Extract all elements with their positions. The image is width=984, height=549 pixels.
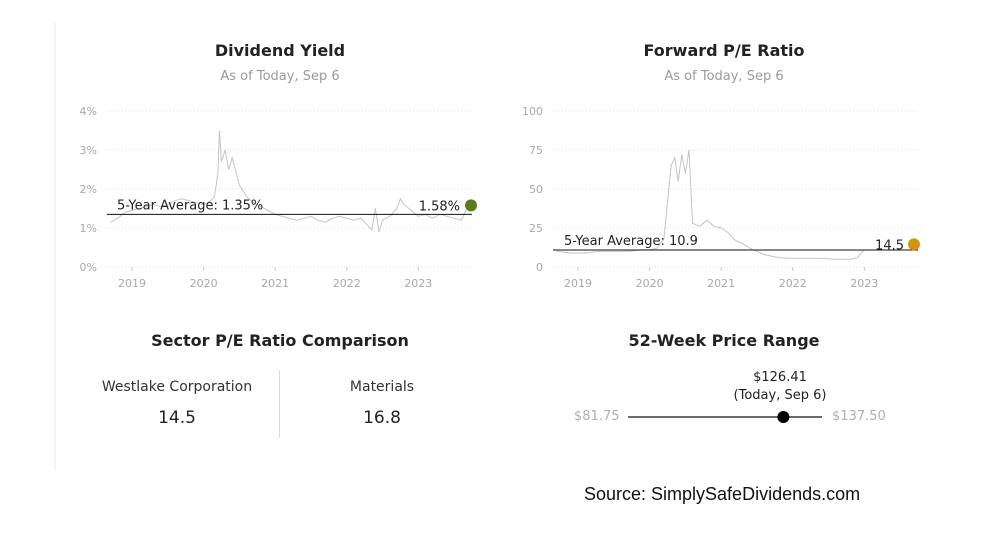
range-low: $81.75	[574, 409, 620, 424]
x-tick-label: 2019	[118, 277, 146, 290]
x-tick-label: 2021	[261, 277, 289, 290]
y-tick-label: 0	[536, 261, 543, 274]
sector-pe-value: 16.8	[363, 408, 401, 428]
x-tick-label: 2023	[850, 277, 878, 290]
range-high: $137.50	[832, 409, 886, 424]
dividend-yield-chart: 0% 1% 2% 3% 4% 2019 2020 2021 2022 2023 5-Year Ave…	[80, 105, 477, 290]
series-line	[556, 149, 865, 260]
average-label: 5-Year Average: 1.35%	[117, 198, 263, 213]
left-panel-edge	[54, 22, 56, 470]
current-price: $126.41	[753, 370, 807, 385]
source-note: Source: SimplySafeDividends.com	[584, 484, 861, 504]
y-tick-label: 1%	[80, 222, 97, 235]
current-price-note: (Today, Sep 6)	[733, 388, 827, 403]
x-tick-label: 2022	[779, 277, 807, 290]
current-value-dot	[908, 238, 920, 251]
y-tick-label: 4%	[80, 105, 97, 118]
sector-divider	[279, 370, 280, 438]
sector-comparison-title: Sector P/E Ratio Comparison	[151, 331, 409, 350]
x-tick-label: 2021	[707, 277, 735, 290]
y-tick-label: 3%	[80, 144, 97, 157]
current-price-label: $126.41 (Today, Sep 6)	[700, 369, 860, 405]
forward-pe-chart: 0 25 50 75 100 2019 2020 2021 2022 2023 5-Year Ave…	[522, 105, 920, 290]
average-label: 5-Year Average: 10.9	[564, 234, 698, 249]
company-pe-value: 14.5	[158, 408, 196, 428]
x-tick-label: 2020	[636, 277, 664, 290]
x-tick-label: 2020	[190, 277, 218, 290]
price-range-title: 52-Week Price Range	[628, 331, 820, 350]
y-tick-label: 75	[529, 144, 543, 157]
y-tick-label: 2%	[80, 183, 97, 196]
sector-label: Materials	[349, 379, 415, 395]
x-tick-label: 2019	[564, 277, 592, 290]
forward-pe-subtitle: As of Today, Sep 6	[664, 69, 784, 84]
current-value-label: 14.5	[875, 238, 904, 253]
x-tick-label: 2022	[333, 277, 361, 290]
y-tick-label: 25	[529, 222, 543, 235]
dividend-yield-subtitle: As of Today, Sep 6	[220, 69, 340, 84]
forward-pe-title: Forward P/E Ratio	[643, 41, 805, 60]
company-label: Westlake Corporation	[101, 379, 253, 395]
x-tick-label: 2023	[404, 277, 432, 290]
range-current-marker	[777, 411, 790, 423]
y-tick-label: 0%	[80, 261, 97, 274]
current-value-dot	[465, 199, 477, 212]
dividend-yield-title: Dividend Yield	[214, 41, 346, 60]
y-tick-label: 50	[529, 183, 543, 196]
y-tick-label: 100	[522, 105, 543, 118]
current-value-label: 1.58%	[419, 199, 460, 214]
series-line	[110, 130, 469, 233]
